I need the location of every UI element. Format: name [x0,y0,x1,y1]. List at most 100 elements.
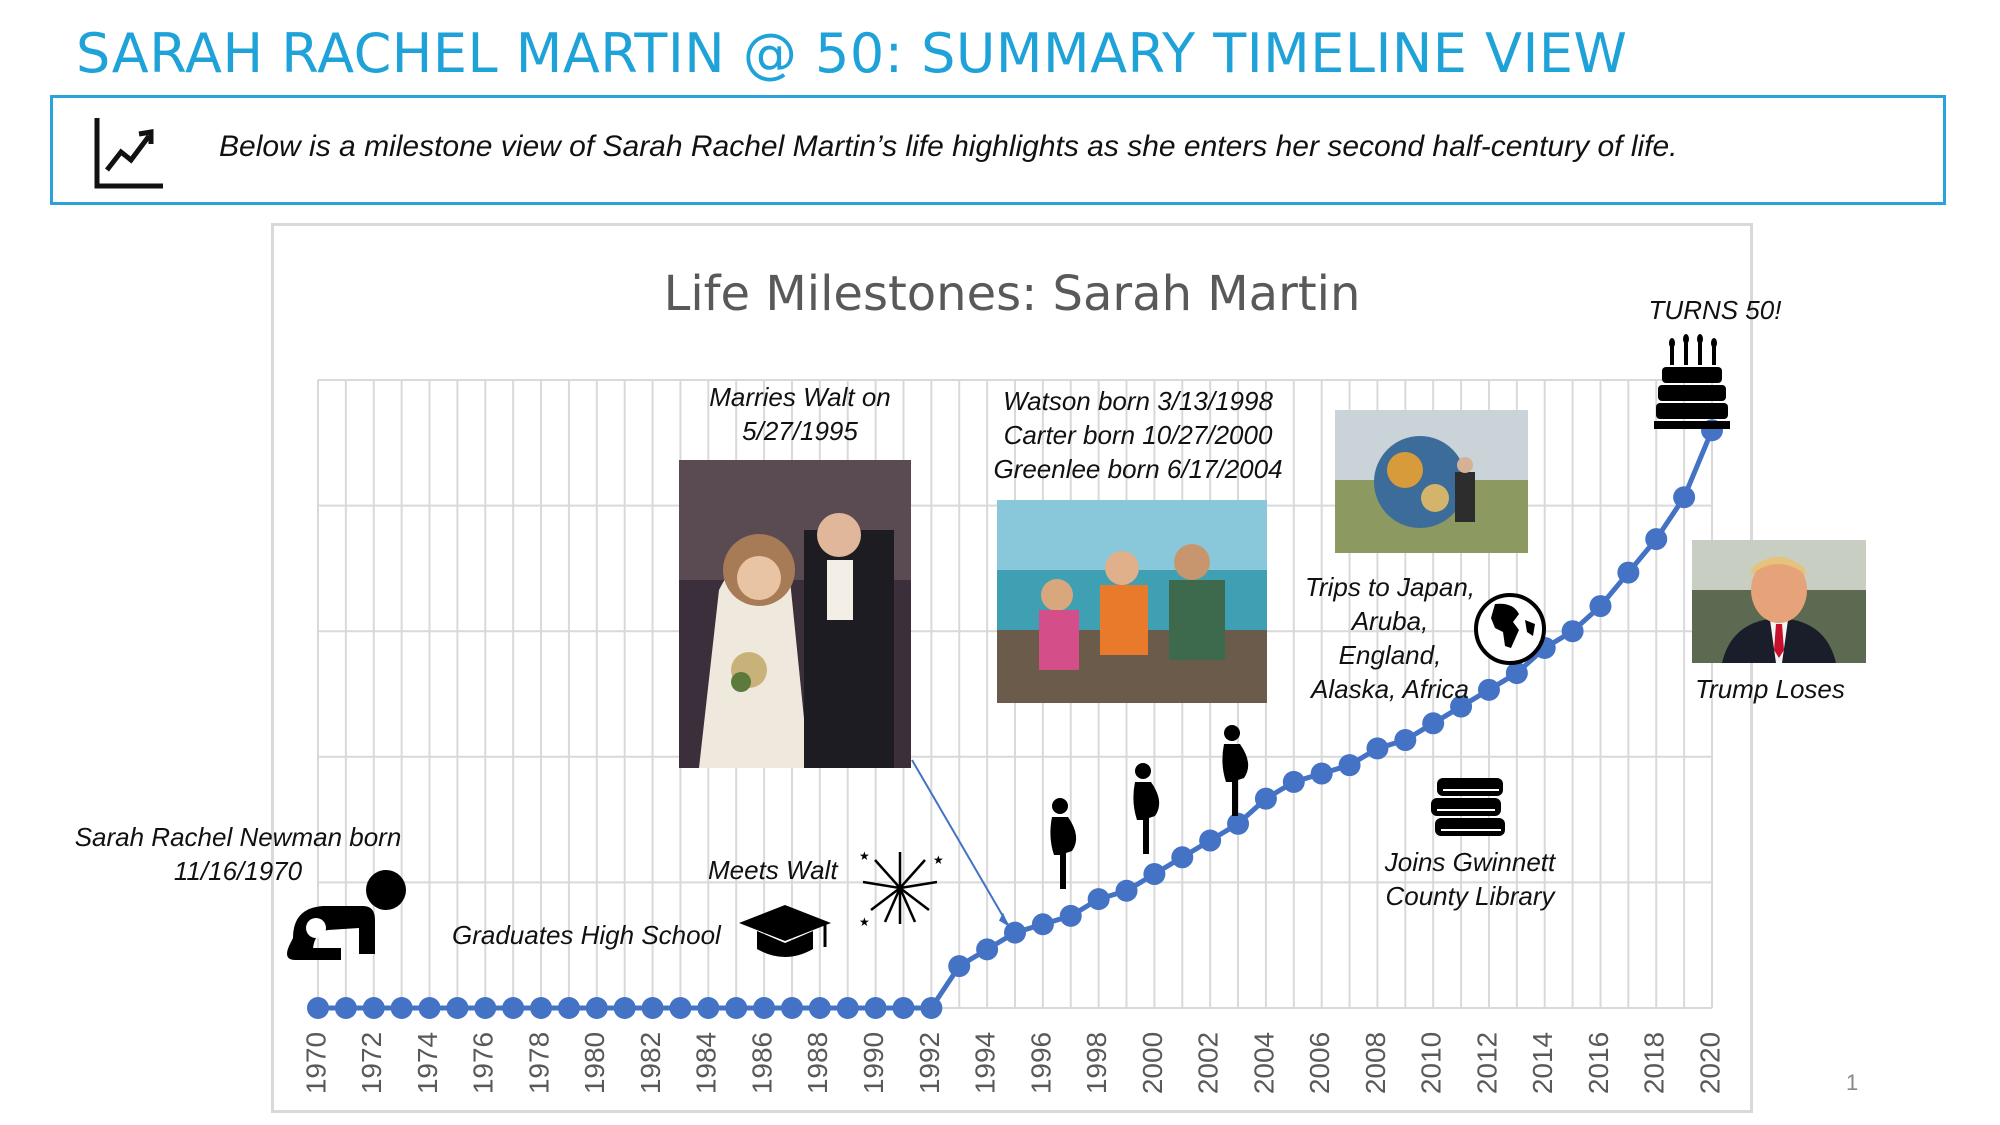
annotation-graduates: Graduates High School [452,920,721,950]
data-point [669,997,692,1019]
x-tick-label: 1980 [579,1032,610,1094]
x-tick-label: 1984 [691,1032,722,1094]
data-point [780,997,803,1019]
svg-text:★: ★ [859,849,870,863]
data-point [1589,595,1612,618]
data-point [1338,754,1361,777]
x-tick-label: 1994 [970,1032,1001,1094]
x-tick-label: 2004 [1248,1032,1279,1094]
annotation-marries: Marries Walt on 5/27/1995 [709,382,891,446]
x-tick-label: 1986 [746,1032,777,1094]
x-tick-label: 2002 [1193,1032,1224,1094]
data-point [1561,620,1584,643]
data-point [557,997,580,1019]
data-point [1227,812,1250,835]
data-point [1394,729,1417,752]
data-point [864,997,887,1019]
page-number: 1 [1846,1070,1859,1095]
page-title: SARAH RACHEL MARTIN @ 50: SUMMARY TIMELI… [76,22,1628,85]
data-point [334,997,357,1019]
wedding-photo [679,460,911,768]
x-tick-label: 1996 [1025,1032,1056,1094]
x-tick-label: 1972 [356,1032,387,1094]
x-tick-label: 2014 [1527,1032,1558,1094]
data-point [390,997,413,1019]
annotation-kids: Watson born 3/13/1998 Carter born 10/27/… [993,386,1283,484]
data-point [613,997,636,1019]
description-text: Below is a milestone view of Sarah Rache… [219,130,1678,163]
books-icon [1431,778,1505,836]
pregnant-woman-icon [1222,725,1249,816]
x-tick-label: 2000 [1137,1032,1168,1094]
x-tick-label: 1978 [523,1032,554,1094]
chart-title: Life Milestones: Sarah Martin [663,266,1361,322]
data-point [307,997,329,1019]
data-point [725,997,748,1019]
data-point [1505,662,1528,685]
kids-photo [997,500,1267,703]
data-point [948,955,971,978]
marriage-arrow-head [999,912,1009,927]
data-point [1450,695,1473,718]
data-point [1282,770,1305,793]
data-point [530,997,553,1019]
data-point [1087,888,1110,911]
data-point [1004,921,1026,944]
data-point [1422,712,1445,735]
data-point [1366,737,1389,760]
data-point [1477,678,1500,701]
trump-photo [1692,540,1866,663]
annotation-library: Joins Gwinnett County Library [1384,847,1556,911]
data-point [418,997,441,1019]
data-point [976,938,999,961]
travel-photo [1335,410,1528,553]
pregnant-woman-icon [1050,798,1077,889]
x-tick-label: 1970 [300,1032,331,1094]
data-point [1617,561,1640,584]
x-tick-label: 1992 [914,1032,945,1094]
data-point [1645,528,1668,551]
data-point [1115,879,1138,902]
x-tick-label: 2020 [1694,1032,1725,1094]
data-point [836,997,859,1019]
data-point [892,997,915,1019]
pregnant-woman-icon [1133,763,1160,854]
data-point [641,997,664,1019]
annotation-turns50: TURNS 50! [1648,295,1782,325]
birthday-cake-icon [1654,334,1730,429]
data-point [808,997,831,1019]
data-point [697,997,720,1019]
data-point [1673,486,1696,509]
data-point [585,997,608,1019]
x-tick-label: 1988 [802,1032,833,1094]
x-tick-label: 1976 [468,1032,499,1094]
data-point [1310,762,1333,785]
x-tick-label: 2018 [1639,1032,1670,1094]
x-tick-label: 1974 [412,1032,443,1094]
data-point [1059,904,1082,927]
data-point [502,997,525,1019]
x-tick-label: 2006 [1304,1032,1335,1094]
marriage-arrow [911,759,1010,928]
data-point [1199,829,1222,852]
data-point [1171,846,1194,869]
data-point [1254,787,1277,810]
annotation-trump: Trump Loses [1695,674,1845,704]
graduation-cap-icon [739,905,831,957]
x-tick-label: 1982 [635,1032,666,1094]
description-banner: Below is a milestone view of Sarah Rache… [50,95,1946,205]
x-tick-label: 2008 [1360,1032,1391,1094]
x-tick-label: 2010 [1416,1032,1447,1094]
svg-text:★: ★ [933,853,944,867]
x-tick-label: 1990 [858,1032,889,1094]
chart-trend-icon [94,118,163,189]
annotation-born: Sarah Rachel Newman born 11/16/1970 [74,822,402,886]
x-tick-label: 2016 [1583,1032,1614,1094]
crawling-baby-icon [287,870,406,960]
globe-icon [1474,593,1546,665]
data-point [920,997,943,1019]
fireworks-icon: ★ ★ ★ [859,849,944,928]
data-point [362,997,385,1019]
annotation-meets: Meets Walt [708,855,838,885]
x-tick-label: 1998 [1081,1032,1112,1094]
